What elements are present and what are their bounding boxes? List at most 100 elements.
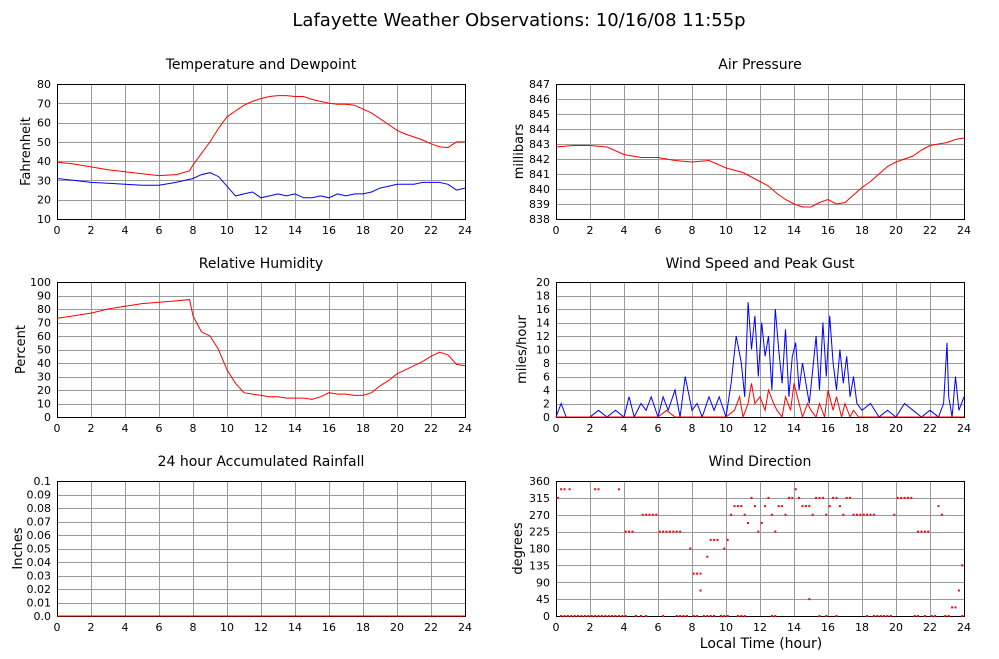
direction-point [743,513,746,516]
direction-point [903,496,906,499]
direction-point [556,496,559,499]
direction-point [917,615,920,617]
rain-x-tick-label: 14 [288,621,302,634]
direction-point [566,615,569,617]
temp-x-tick-label: 6 [156,224,163,237]
main-title: Lafayette Weather Observations: 10/16/08… [292,10,745,31]
wind-title: Wind Speed and Peak Gust [666,256,855,272]
humidity-y-tick-label: 80 [37,303,51,316]
pressure-x-tick-label: 4 [621,224,628,237]
direction-y-tick-label: 225 [529,526,550,539]
direction-point [944,615,947,617]
wind-series-line-0 [555,302,965,419]
direction-point [645,513,648,516]
direction-point [917,530,920,533]
rain-y-tick-label: 0.09 [27,489,52,502]
rain-y-tick-label: 0.1 [34,475,52,488]
direction-point [913,615,916,617]
direction-point [716,538,719,541]
direction-point [573,615,576,617]
direction-point [631,530,634,533]
direction-point [597,615,600,617]
rain-y-axis-label: Inches [11,527,26,569]
direction-point [866,615,869,617]
humidity-y-tick-label: 90 [37,290,51,303]
direction-point [640,615,642,617]
direction-point [774,530,777,533]
wind-series-line-1 [556,383,964,419]
direction-point [883,615,886,617]
temp-y-tick-label: 60 [37,117,51,130]
pressure-x-tick-label: 16 [821,224,835,237]
direction-point [730,513,733,516]
direction-point [563,488,566,491]
humidity-y-tick-label: 30 [37,371,51,384]
humidity-plot-frame [57,282,466,418]
direction-point [699,572,702,575]
humidity-x-tick-label: 20 [390,422,404,435]
temp-title: Temperature and Dewpoint [165,57,357,73]
direction-x-tick-label: 2 [587,621,594,634]
humidity-title: Relative Humidity [199,256,323,272]
wind-y-tick-label: 8 [543,357,550,370]
wind-x-tick-label: 0 [553,422,560,435]
direction-point [808,598,811,601]
direction-point [736,505,739,508]
rain-y-tick-label: 0.08 [27,502,52,515]
humidity-y-tick-label: 10 [37,398,51,411]
humidity-x-tick-label: 12 [254,422,268,435]
wind-y-tick-label: 18 [536,290,550,303]
direction-point [682,615,685,617]
direction-point [869,513,872,516]
pressure-x-tick-label: 22 [923,224,937,237]
temp-x-tick-label: 4 [122,224,129,237]
direction-point [818,615,821,617]
direction-point [641,513,644,516]
direction-point [801,505,804,508]
humidity-x-tick-label: 2 [88,422,95,435]
direction-point [896,496,899,499]
temp-y-tick-label: 20 [37,194,51,207]
pressure-x-tick-label: 12 [753,224,767,237]
pressure-x-tick-label: 2 [587,224,594,237]
rain-x-tick-label: 18 [356,621,370,634]
direction-point [876,615,879,617]
rain-x-tick-label: 24 [458,621,472,634]
wind-y-tick-label: 16 [536,303,550,316]
direction-point [604,615,607,617]
humidity-x-tick-label: 14 [288,422,302,435]
direction-point [886,615,889,617]
direction-point [930,615,933,617]
direction-y-tick-label: 360 [529,475,550,488]
direction-point [668,530,671,533]
rain-x-tick-label: 6 [156,621,163,634]
rain-x-tick-label: 8 [190,621,197,634]
pressure-x-tick-label: 24 [957,224,971,237]
direction-title: Wind Direction [709,454,812,470]
wind-x-tick-label: 24 [957,422,971,435]
direction-point [699,589,702,592]
direction-point [658,530,661,533]
direction-point [628,530,631,533]
temp-y-tick-label: 40 [37,155,51,168]
wind-y-tick-label: 4 [543,384,550,397]
direction-point [849,496,852,499]
temp-y-axis-label: Fahrenheit [19,117,34,186]
direction-point [617,488,620,491]
direction-point [600,615,603,617]
direction-point [838,505,841,508]
direction-x-tick-label: 20 [889,621,903,634]
direction-point [723,547,726,550]
wind-x-tick-label: 10 [719,422,733,435]
temp-x-tick-label: 2 [88,224,95,237]
direction-point [750,496,753,499]
temp-x-tick-label: 22 [424,224,438,237]
humidity-x-tick-label: 6 [156,422,163,435]
direction-x-tick-label: 6 [655,621,662,634]
direction-point [743,615,746,617]
direction-point [560,615,563,617]
wind-x-tick-label: 6 [655,422,662,435]
